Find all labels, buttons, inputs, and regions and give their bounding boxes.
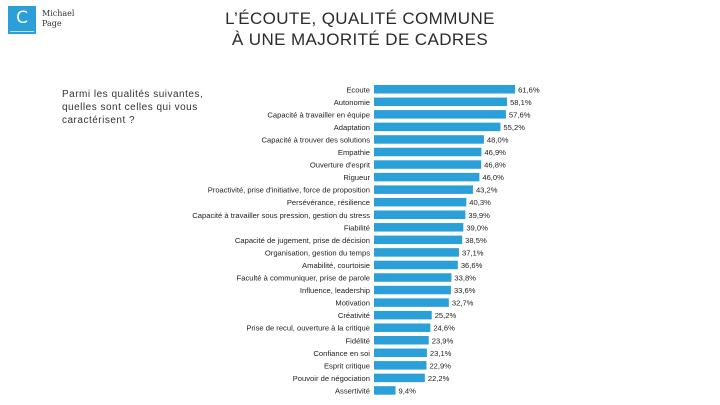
category-label: Créativité [338,311,370,320]
category-label: Capacité à travailler sous pression, ges… [192,211,370,220]
value-label: 40,3% [469,198,491,207]
value-label: 55,2% [503,123,525,132]
bar [374,260,458,270]
brand-line-2: Page [42,19,62,28]
bar [374,147,482,157]
bar [374,185,473,194]
category-label: Pouvoir de négociation [293,374,370,383]
value-label: 38,5% [465,236,487,245]
category-label: Influence, leadership [300,286,370,295]
bar [374,122,501,132]
bar [374,210,466,219]
value-label: 46,0% [482,173,504,182]
title-line-2: À UNE MAJORITÉ DE CADRES [231,30,489,49]
category-label: Esprit critique [324,361,370,370]
category-label: Capacité de jugement, prise de décision [235,236,370,245]
bar [374,348,427,358]
value-label: 25,2% [435,311,457,320]
category-label: Ouverture d'esprit [310,161,371,170]
category-label: Motivation [335,299,370,308]
category-label: Capacité à travailler en équipe [267,110,370,119]
bar [374,110,506,119]
category-label: Organisation, gestion du temps [265,248,370,257]
page-title: L’ÉCOUTE, QUALITÉ COMMUNE À UNE MAJORITÉ… [180,8,540,50]
category-label: Adaptation [334,123,370,132]
bar [374,373,425,383]
category-label: Confiance en soi [313,349,370,358]
category-label: Fidélité [346,336,370,345]
value-label: 36,6% [461,261,483,270]
value-label: 43,2% [476,186,498,195]
value-label: 46,9% [484,148,506,157]
value-label: 46,8% [484,161,506,170]
value-label: 33,6% [454,286,476,295]
category-label: Capacité à trouver des solutions [262,135,371,144]
value-label: 57,6% [509,110,531,119]
bar [374,361,427,370]
bar [374,248,459,257]
value-label: 61,6% [518,85,540,94]
logo-underline [10,31,34,32]
survey-question: Parmi les qualités suivantes, quelles so… [62,89,204,126]
bar [374,273,452,282]
value-label: 22,9% [429,361,451,370]
bar [374,386,396,395]
value-label: 39,9% [468,211,490,220]
category-label: Prise de recul, ouverture à la critique [246,324,370,333]
value-label: 24,6% [433,324,455,333]
bar [374,235,463,245]
value-label: 23,9% [432,336,454,345]
bar [374,160,482,169]
category-label: Amabilité, courtoisie [302,261,370,270]
value-label: 37,1% [462,248,484,257]
category-label: Faculté à communiquer, prise de parole [237,274,370,283]
bar [374,298,449,307]
bar [374,310,432,320]
bar [374,97,508,107]
category-label: Persévérance, résilience [287,198,370,207]
bar [374,197,467,207]
value-label: 33,8% [454,274,476,283]
category-label: Empathie [338,148,370,157]
category-label: Rigueur [343,173,370,182]
value-label: 39,0% [466,223,488,232]
bar [374,323,431,332]
category-label: Proactivité, prise d'initiative, force d… [208,186,370,195]
brand-line-1: Michael [42,9,75,18]
value-label: 58,1% [510,98,532,107]
bar [374,285,451,295]
bar [374,336,429,345]
value-label: 48,0% [487,135,509,144]
title-line-1: L’ÉCOUTE, QUALITÉ COMMUNE [225,9,495,28]
category-label: Autonomie [334,98,370,107]
logo-letter: C [16,8,28,28]
bar [374,85,516,94]
value-label: 23,1% [430,349,452,358]
logo-c-icon: C [8,6,36,34]
brand-logo: Michael Page [42,9,82,29]
bar [374,135,484,144]
value-label: 22,2% [428,374,450,383]
value-label: 32,7% [452,299,474,308]
category-label: Assertivité [335,386,370,395]
bar [374,172,480,182]
bar [374,223,464,232]
value-label: 9,4% [399,386,417,395]
category-label: Ecoute [346,85,370,94]
category-label: Fiabilité [344,223,370,232]
